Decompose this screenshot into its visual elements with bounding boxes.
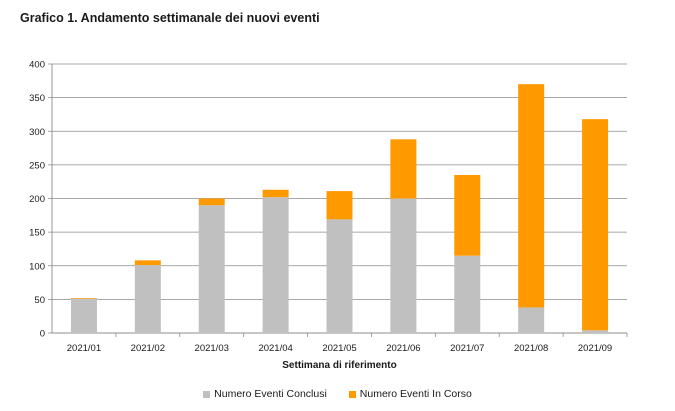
y-tick-label-200: 200 (29, 194, 45, 205)
bar-conclusi-2021-07 (454, 255, 481, 333)
x-tick-label-2021-04: 2021/04 (258, 343, 292, 354)
y-tick-label-300: 300 (29, 127, 45, 138)
bar-in-corso-2021-09 (582, 119, 609, 331)
bar-in-corso-2021-01 (70, 298, 97, 299)
bar-in-corso-2021-04 (262, 189, 289, 198)
x-tick-label-2021-01: 2021/01 (67, 343, 101, 354)
bar-conclusi-2021-03 (198, 205, 225, 333)
bar-in-corso-2021-02 (134, 260, 161, 266)
legend-label-in-corso: Numero Eventi In Corso (359, 388, 472, 400)
y-tick-label-50: 50 (34, 295, 45, 306)
bar-conclusi-2021-06 (390, 198, 417, 333)
stacked-bar-chart: 0 50 100 150 200 250 300 350 400 2021/01 2021/02 20… (29, 60, 628, 371)
legend-item-conclusi: Numero Eventi Conclusi (203, 388, 327, 400)
y-tick-label-350: 350 (29, 93, 45, 104)
legend-label-conclusi: Numero Eventi Conclusi (214, 388, 327, 400)
x-tick-label-2021-05: 2021/05 (322, 343, 356, 354)
y-tick-label-0: 0 (40, 329, 45, 340)
legend-swatch-conclusi (203, 390, 211, 398)
x-tick-label-2021-02: 2021/02 (131, 343, 165, 354)
bar-in-corso-2021-08 (518, 84, 545, 308)
y-tick-label-150: 150 (29, 228, 45, 239)
x-tick-label-2021-03: 2021/03 (195, 343, 229, 354)
bar-conclusi-2021-09 (582, 330, 609, 333)
bar-in-corso-2021-05 (326, 191, 353, 220)
bar-conclusi-2021-01 (70, 298, 97, 333)
bar-conclusi-2021-04 (262, 197, 289, 333)
y-tick-label-400: 400 (29, 60, 45, 71)
bar-in-corso-2021-03 (198, 198, 225, 206)
y-tick-label-250: 250 (29, 160, 45, 171)
x-axis-title: Settimana di riferimento (282, 360, 396, 371)
chart-title: Grafico 1. Andamento settimanale dei nuo… (20, 11, 320, 25)
y-tick-label-100: 100 (29, 261, 45, 272)
legend-swatch-in-corso (348, 390, 356, 398)
x-tick-label-2021-09: 2021/09 (578, 343, 612, 354)
bar-conclusi-2021-05 (326, 219, 353, 333)
bar-in-corso-2021-07 (454, 174, 481, 256)
x-tick-label-2021-07: 2021/07 (450, 343, 484, 354)
x-tick-label-2021-08: 2021/08 (514, 343, 548, 354)
chart-legend: Numero Eventi Conclusi Numero Eventi In … (0, 388, 675, 400)
bar-conclusi-2021-02 (134, 265, 161, 333)
bar-conclusi-2021-08 (518, 307, 545, 333)
x-tick-label-2021-06: 2021/06 (386, 343, 420, 354)
legend-item-in-corso: Numero Eventi In Corso (348, 388, 472, 400)
bar-in-corso-2021-06 (390, 139, 417, 199)
